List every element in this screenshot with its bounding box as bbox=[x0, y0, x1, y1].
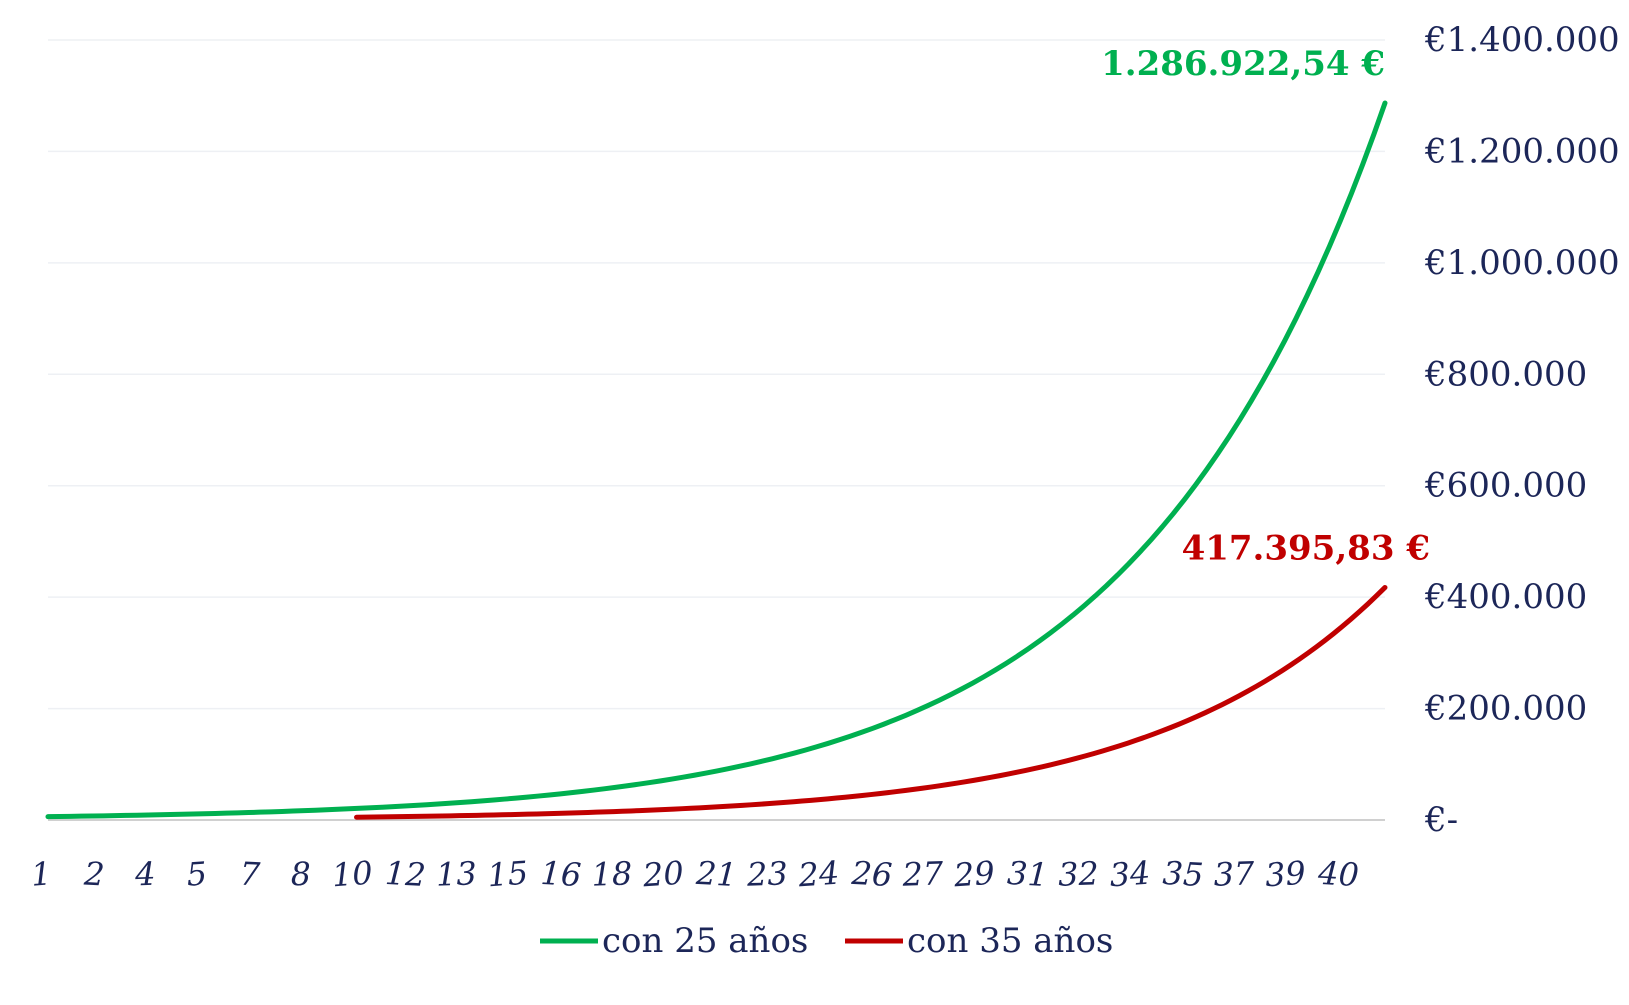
x-tick-label: 5 bbox=[185, 854, 208, 893]
x-tick-label: 16 bbox=[540, 854, 583, 894]
end-value-labels: 1.286.922,54 € 417.395,83 € bbox=[1101, 44, 1430, 568]
gridlines bbox=[48, 39, 1385, 821]
x-tick-label: 35 bbox=[1162, 854, 1205, 894]
x-tick-label: 15 bbox=[486, 854, 529, 895]
y-tick-label: €1.400.000 bbox=[1424, 20, 1620, 60]
x-tick-label: 26 bbox=[850, 854, 894, 894]
series-lines bbox=[45, 100, 1388, 820]
x-tick-label: 34 bbox=[1108, 854, 1151, 895]
x-tick-label: 21 bbox=[694, 854, 738, 894]
series-end-label-1: 1.286.922,54 € bbox=[1101, 44, 1385, 84]
x-tick-label: 18 bbox=[591, 854, 633, 893]
legend-label-1: con 25 años bbox=[602, 921, 808, 961]
x-axis-tick-labels: 1 2 4 5 7 8 10 12 13 15 16 18 20 21 23 24 26 27 29 31 32 34 35… bbox=[30, 854, 1360, 895]
x-tick-label: 39 bbox=[1264, 854, 1307, 895]
x-tick-label: 1 bbox=[30, 854, 53, 893]
y-tick-label: €400.000 bbox=[1424, 577, 1587, 617]
x-tick-label: 23 bbox=[745, 854, 788, 893]
y-tick-label: €200.000 bbox=[1424, 689, 1587, 729]
x-tick-label: 10 bbox=[331, 854, 374, 895]
x-tick-label: 12 bbox=[384, 854, 427, 894]
x-tick-label: 29 bbox=[952, 854, 996, 895]
legend: con 25 años con 35 años bbox=[540, 921, 1113, 961]
x-tick-label: 13 bbox=[435, 854, 477, 893]
y-tick-label: €800.000 bbox=[1424, 354, 1587, 394]
series-line-1 bbox=[45, 100, 1388, 820]
y-tick-label: €1.200.000 bbox=[1424, 131, 1620, 171]
series-line-2 bbox=[354, 584, 1388, 820]
legend-label-2: con 35 años bbox=[907, 921, 1113, 961]
y-axis-tick-labels: €- €200.000 €400.000 €600.000 €800.000 €1.000… bbox=[1424, 20, 1620, 840]
y-tick-label: €600.000 bbox=[1424, 466, 1587, 506]
x-tick-label: 32 bbox=[1057, 854, 1099, 893]
x-tick-label: 27 bbox=[901, 854, 945, 893]
x-tick-label: 4 bbox=[133, 855, 156, 894]
y-tick-label: €1.000.000 bbox=[1424, 243, 1620, 283]
x-tick-label: 8 bbox=[290, 855, 312, 894]
x-tick-label: 2 bbox=[82, 854, 105, 893]
x-tick-label: 7 bbox=[239, 855, 262, 894]
x-tick-label: 31 bbox=[1006, 854, 1049, 894]
x-tick-label: 24 bbox=[796, 854, 840, 895]
x-tick-label: 20 bbox=[641, 854, 685, 895]
series-end-label-2: 417.395,83 € bbox=[1182, 528, 1430, 568]
x-tick-label: 37 bbox=[1213, 854, 1256, 893]
x-tick-label: 40 bbox=[1316, 854, 1360, 894]
y-tick-label: €- bbox=[1424, 800, 1458, 840]
